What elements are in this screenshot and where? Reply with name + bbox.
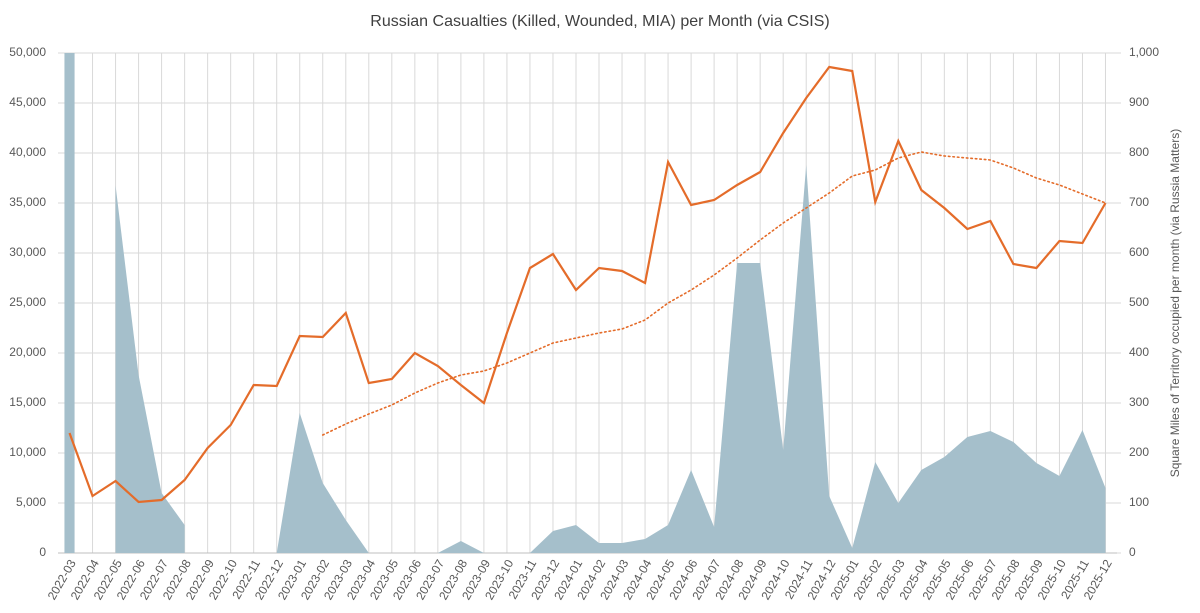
y-tick-label: 35,000 [9, 195, 46, 209]
area [276, 165, 1106, 553]
y-tick-label: 5,000 [16, 495, 46, 509]
y2-tick-label: 300 [1129, 395, 1149, 409]
y2-tick-label: 700 [1129, 195, 1149, 209]
area [64, 53, 75, 553]
y2-tick-label: 0 [1129, 545, 1136, 559]
y-tick-label: 0 [39, 545, 46, 559]
y2-tick-label: 800 [1129, 145, 1149, 159]
y-tick-label: 20,000 [9, 345, 46, 359]
y-tick-label: 15,000 [9, 395, 46, 409]
y2-tick-label: 600 [1129, 245, 1149, 259]
y2-tick-label: 500 [1129, 295, 1149, 309]
y-tick-label: 10,000 [9, 445, 46, 459]
y2-tick-label: 900 [1129, 95, 1149, 109]
plot-area [64, 53, 1107, 553]
y-tick-label: 45,000 [9, 95, 46, 109]
area [115, 185, 185, 553]
y2-tick-label: 200 [1129, 445, 1149, 459]
y2-tick-label: 1,000 [1129, 45, 1159, 59]
y-tick-label: 40,000 [9, 145, 46, 159]
y-tick-label: 50,000 [9, 45, 46, 59]
y-tick-label: 30,000 [9, 245, 46, 259]
y2-axis-label: Square Miles of Territory occupied per m… [1168, 129, 1182, 478]
y2-tick-label: 400 [1129, 345, 1149, 359]
y-tick-label: 25,000 [9, 295, 46, 309]
y2-tick-label: 100 [1129, 495, 1149, 509]
chart-title: Russian Casualties (Killed, Wounded, MIA… [370, 13, 829, 30]
trend-line [321, 151, 1107, 436]
line [68, 65, 1107, 504]
